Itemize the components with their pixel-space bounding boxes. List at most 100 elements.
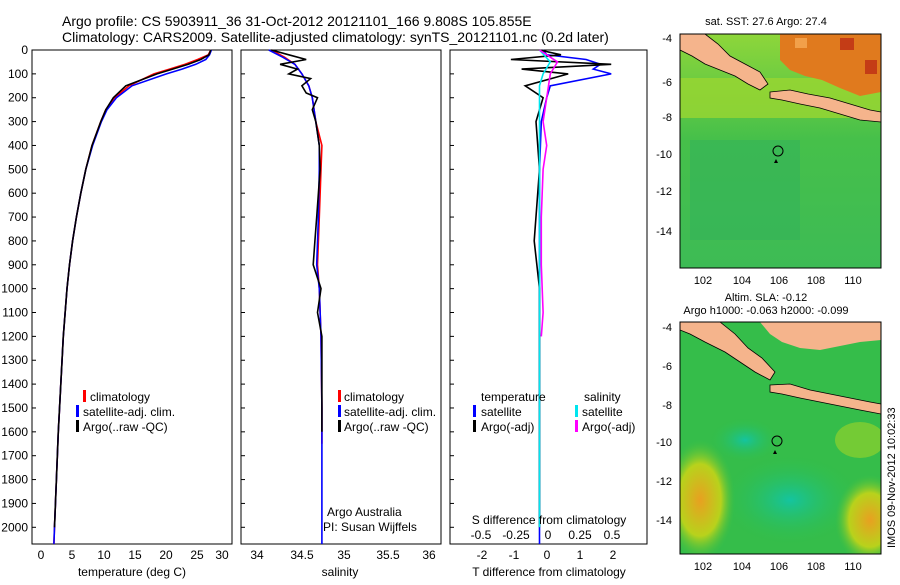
diff-legend-swatch-t-argo (473, 420, 476, 432)
depth-tick-1900: 1900 (1, 496, 28, 510)
diff-legend-head-temperature: temperature (481, 390, 546, 404)
sla-ytick-0: -4 (662, 322, 672, 334)
series-line-panel1-1 (268, 49, 323, 544)
series-line-panel0-1 (53, 49, 213, 545)
depth-tick-1400: 1400 (1, 377, 28, 391)
argo-track-marker (774, 159, 778, 163)
depth-tick-1300: 1300 (1, 353, 28, 367)
diff-legend-s-satellite: satellite (582, 405, 623, 419)
depth-axis: 0 100 200 300 400 500 600 700 800 900 1000 1100 1200… (1, 43, 454, 534)
sla-mid-anomaly (835, 422, 881, 458)
sla-ytick-2: -8 (662, 400, 672, 412)
tdiff-tick-m2: -2 (477, 548, 488, 562)
sla-map (679, 321, 882, 555)
depth-tick-900: 900 (8, 258, 28, 272)
series-line-panel2-0 (538, 49, 612, 544)
argo-location-marker (772, 145, 784, 157)
sla-high-anomaly-east (835, 475, 881, 554)
sal-legend-swatch-satellite (338, 405, 341, 417)
tdiff-tick-0: 0 (544, 548, 551, 562)
sdiff-tick-m025: -0.25 (502, 528, 530, 542)
sla-map-axes: -4 -6 -8 -10 -12 -14 102 104 106 108 110 (656, 322, 862, 573)
depth-tick-1700: 1700 (1, 449, 28, 463)
sdiff-tick-0: 0 (545, 528, 552, 542)
sla-xtick-1: 104 (733, 561, 751, 573)
sst-hot-cell-2 (865, 60, 877, 74)
sla-low-anomaly-2 (710, 418, 780, 462)
sla-map-title-2: Argo h1000: -0.063 h2000: -0.099 (683, 305, 848, 317)
temp-tick-20: 20 (159, 548, 173, 562)
sdiff-tick-m05: -0.5 (471, 528, 492, 542)
profile-lines (53, 49, 612, 545)
depth-tick-0: 0 (21, 43, 28, 57)
sla-argo-location-marker (771, 435, 783, 447)
diff-legend-swatch-t-sat (473, 405, 476, 417)
diff-legend-head-salinity: salinity (584, 390, 621, 404)
sla-ytick-1: -6 (662, 361, 672, 373)
sla-high-anomaly-west (680, 440, 735, 554)
difference-panel-frame (449, 49, 648, 545)
legend-argo: Argo(..raw -QC) (83, 420, 168, 434)
sal-legend-argo: Argo(..raw -QC) (344, 420, 429, 434)
sla-xtick-2: 106 (770, 561, 788, 573)
sst-ytick-5: -14 (656, 226, 672, 238)
depth-tick-800: 800 (8, 234, 28, 248)
sst-ytick-4: -12 (656, 186, 672, 198)
sst-warm-cell (795, 38, 807, 48)
sla-borneo-land (760, 322, 881, 350)
sal-legend-climatology: climatology (344, 390, 404, 404)
salinity-panel-frame (240, 49, 442, 545)
diff-legend-swatch-s-argo (575, 420, 578, 432)
depth-tick-300: 300 (8, 115, 28, 129)
tdiff-tick-2: 2 (610, 548, 617, 562)
sst-hot-cell-1 (840, 38, 854, 50)
sla-map-frame (679, 321, 882, 555)
temperature-x-label: temperature (deg C) (78, 565, 186, 579)
series-line-panel2-2 (538, 49, 552, 528)
sst-ytick-1: -6 (662, 77, 672, 89)
sst-xtick-4: 110 (844, 275, 862, 287)
temp-tick-10: 10 (97, 548, 111, 562)
series-line-panel0-2 (53, 49, 212, 528)
temp-tick-15: 15 (128, 548, 142, 562)
depth-tick-100: 100 (8, 67, 28, 81)
tdiff-tick-m1: -1 (509, 548, 520, 562)
legend-swatch-argo (76, 420, 79, 432)
sla-java-land (769, 383, 881, 415)
sst-xtick-1: 104 (733, 275, 751, 287)
difference-x-label: T difference from climatology (472, 565, 626, 579)
sal-legend-swatch-climatology (338, 390, 341, 402)
sst-ytick-2: -8 (662, 112, 672, 124)
series-line-panel2-3 (539, 49, 559, 337)
sdiff-tick-05: 0.5 (604, 528, 621, 542)
sla-sumatra-land (680, 322, 776, 381)
sla-ytick-5: -14 (656, 515, 672, 527)
diff-legend-t-satellite: satellite (481, 405, 522, 419)
sst-map-axes: -4 -6 -8 -10 -12 -14 102 104 106 108 110 (656, 33, 862, 287)
depth-tick-1100: 1100 (2, 306, 28, 320)
diff-legend-s-argo: Argo(-adj) (582, 420, 635, 434)
sal-tick-35-5: 35.5 (376, 548, 400, 562)
legend-swatch-climatology (83, 390, 86, 402)
figure-title-line2: Climatology: CARS2009. Satellite-adjuste… (62, 29, 609, 45)
series-line-panel0-0 (53, 49, 212, 545)
sal-legend-satellite-adj: satellite-adj. clim. (344, 405, 436, 419)
sst-map-frame (679, 33, 882, 269)
sla-argo-track-marker (773, 450, 777, 454)
sst-xtick-2: 106 (770, 275, 788, 287)
difference-legend: temperature salinity satellite Argo(-adj… (473, 390, 635, 434)
depth-tick-2000: 2000 (1, 520, 28, 534)
pi-note: PI: Susan Wijffels (323, 520, 417, 534)
salinity-x-label: salinity (322, 565, 359, 579)
tdiff-tick-1: 1 (577, 548, 584, 562)
sla-xtick-4: 110 (844, 561, 862, 573)
difference-x-axis: -2 -1 0 1 2 T difference from climatolog… (471, 513, 627, 579)
sumatra-land (680, 34, 769, 91)
temperature-legend: climatology satellite-adj. clim. Argo(..… (76, 390, 175, 434)
sla-xtick-3: 108 (807, 561, 825, 573)
figure-title-line1: Argo profile: CS 5903911_36 31-Oct-2012 … (62, 13, 532, 29)
depth-tick-200: 200 (8, 91, 28, 105)
legend-satellite-adj: satellite-adj. clim. (83, 405, 175, 419)
temp-tick-30: 30 (215, 548, 229, 562)
legend-climatology: climatology (90, 390, 150, 404)
